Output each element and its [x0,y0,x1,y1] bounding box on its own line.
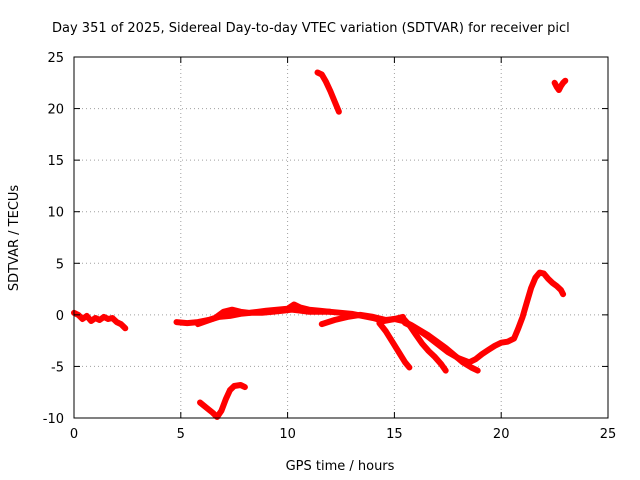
series-line-arc-3 [194,301,334,328]
y-axis-label: SDTVAR / TECUs [7,185,22,292]
y-tick-label: 15 [47,154,64,169]
y-tick-label: 10 [47,206,64,221]
plot-frame [73,56,609,419]
x-tick-label: 10 [279,427,296,442]
y-tick-label: 20 [47,103,64,118]
series-line-arc-7 [402,269,567,366]
grid [74,57,608,418]
x-tick-label: 20 [493,427,510,442]
x-tick-label: 0 [70,427,78,442]
y-tick-label: -10 [43,412,64,427]
series-line-arc-8 [197,382,248,420]
y-tick-label: 25 [47,51,64,66]
x-axis-label: GPS time / hours [286,459,395,474]
series-line-arc-10 [551,77,569,93]
series-line-arc-9 [314,69,342,115]
x-tick-label: 15 [386,427,403,442]
chart-title: Day 351 of 2025, Sidereal Day-to-day VTE… [52,21,570,36]
y-tick-label: 5 [56,257,64,272]
series-group [71,69,569,420]
series-line-arc-5 [376,320,413,371]
x-tick-label: 25 [600,427,617,442]
series-line-arc-1 [71,309,129,332]
series-line-arc-4 [318,311,481,374]
x-tick-label: 5 [177,427,185,442]
axis-ticks: 0 5 10 15 20 25 -10 -5 0 5 10 15 20 25 [43,51,617,442]
y-tick-label: -5 [51,360,64,375]
y-tick-label: 0 [56,309,64,324]
